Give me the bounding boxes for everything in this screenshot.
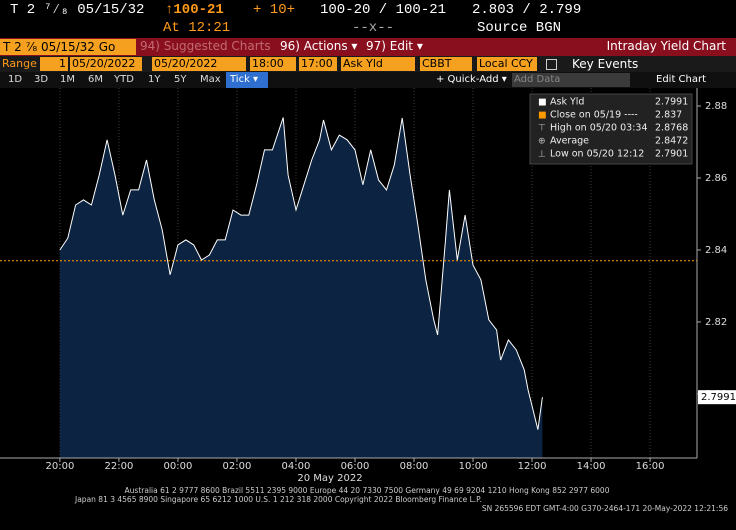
actions-menu[interactable]: 96) Actions ▾ [280, 39, 358, 53]
chart-title: Intraday Yield Chart [606, 39, 726, 53]
x-tick-label: 08:00 [400, 461, 429, 472]
legend-value: 2.8472 [655, 136, 688, 147]
x-tick-label: 14:00 [577, 461, 606, 472]
x-axis-label: 20 May 2022 [297, 473, 362, 484]
menu-bar: T 2 ⁷⁄₈ 05/15/32 Go 94) Suggested Charts… [0, 38, 736, 56]
legend-symbol: ⊥ [538, 150, 546, 160]
source: Source BGN [477, 20, 562, 36]
legend-symbol: ⊤ [538, 124, 546, 134]
end-time[interactable]: 17:00 [299, 57, 337, 71]
period-button[interactable]: 5Y [174, 74, 187, 85]
period-field[interactable]: 1 [40, 57, 68, 71]
y-tick-label: 2.84 [705, 245, 727, 256]
legend-label: Average [550, 136, 589, 147]
price: ↑100-21 [165, 2, 224, 18]
legend-label: Close on 05/19 ---- [550, 110, 638, 121]
y-tick-label: 2.86 [705, 173, 727, 184]
x-tick-label: 04:00 [282, 461, 311, 472]
x-tick-label: 16:00 [636, 461, 665, 472]
legend-symbol: ⊕ [538, 137, 546, 147]
footer-line: Australia 61 2 9777 8600 Brazil 5511 239… [125, 486, 610, 495]
currency-select[interactable]: Local CCY [477, 57, 537, 71]
field-select[interactable]: Ask Yld [341, 57, 415, 71]
ticker-field[interactable]: T 2 ⁷⁄₈ 05/15/32 Go [0, 39, 136, 55]
start-time[interactable]: 18:00 [250, 57, 296, 71]
x-tick-label: 02:00 [223, 461, 252, 472]
bid-ask: 100-20 / 100-21 [320, 2, 447, 18]
period-button[interactable]: 1Y [148, 74, 161, 85]
change: + 10+ [253, 2, 296, 18]
add-data-input[interactable]: Add Data [512, 73, 630, 87]
period-button[interactable]: 1D [8, 74, 23, 85]
x-tick-label: 06:00 [341, 461, 370, 472]
footer-line: Japan 81 3 4565 8900 Singapore 65 6212 1… [74, 495, 482, 504]
legend-label: High on 05/20 03:34 [550, 123, 647, 134]
legend-value: 2.8768 [655, 123, 688, 134]
legend-value: 2.7901 [655, 149, 688, 160]
range-bar: Range 1 05/20/2022 05/20/2022 18:00 17:0… [0, 56, 736, 72]
x-tick-label: 12:00 [518, 461, 547, 472]
period-button[interactable]: 3D [34, 74, 49, 85]
suggested-charts[interactable]: 94) Suggested Charts [140, 39, 271, 53]
events-checkbox[interactable] [546, 59, 557, 70]
chart: 20 May 2022 Australia 61 2 9777 8600 Bra… [0, 88, 736, 513]
last-value-tag [698, 390, 736, 405]
edit-menu[interactable]: 97) Edit ▾ [366, 39, 423, 53]
legend-label: Ask Yld [550, 97, 584, 108]
legend-symbol: ■ [538, 98, 547, 108]
legend-value: 2.837 [655, 110, 682, 121]
area [59, 117, 543, 458]
source-select[interactable]: CBBT [420, 57, 472, 71]
legend-box [529, 93, 693, 165]
x-tick-label: 00:00 [164, 461, 193, 472]
x-tick-label: 20:00 [45, 461, 74, 472]
legend-symbol: ■ [538, 111, 547, 121]
start-date[interactable]: 05/20/2022 [70, 57, 142, 71]
end-date[interactable]: 05/20/2022 [152, 57, 246, 71]
x-tick-label: 22:00 [105, 461, 134, 472]
time: At 12:21 [163, 20, 231, 36]
legend-value: 2.7991 [655, 97, 688, 108]
y-tick-label: 2.88 [705, 101, 727, 112]
security: T 2 ⁷⁄₈ 05/15/32 [10, 2, 145, 18]
last-value-label: 2.7991 [701, 392, 736, 403]
footer-line: SN 265596 EDT GMT-4:00 G370-2464-171 20-… [482, 504, 728, 513]
events-label: Key Events [572, 57, 639, 71]
period-button[interactable]: YTD [114, 74, 134, 85]
period-button[interactable]: Max [200, 74, 221, 85]
period-button[interactable]: 6M [88, 74, 103, 85]
interval-button[interactable]: Tick ▾ [226, 72, 268, 88]
x-tick-label: 10:00 [459, 461, 488, 472]
y-tick-label: 2.82 [705, 317, 727, 328]
period-button[interactable]: 1M [60, 74, 75, 85]
yields: 2.803 / 2.799 [472, 2, 582, 18]
quick-add[interactable]: + Quick-Add ▾ [436, 74, 507, 85]
status: --x-- [352, 20, 395, 36]
legend-label: Low on 05/20 12:12 [550, 149, 644, 160]
line [59, 117, 543, 430]
edit-chart[interactable]: Edit Chart [656, 74, 707, 85]
toolbar: 1D 3D 1M 6M YTD 1Y 5Y Max Tick ▾ + Quick… [0, 72, 736, 88]
range-label: Range [2, 57, 37, 70]
